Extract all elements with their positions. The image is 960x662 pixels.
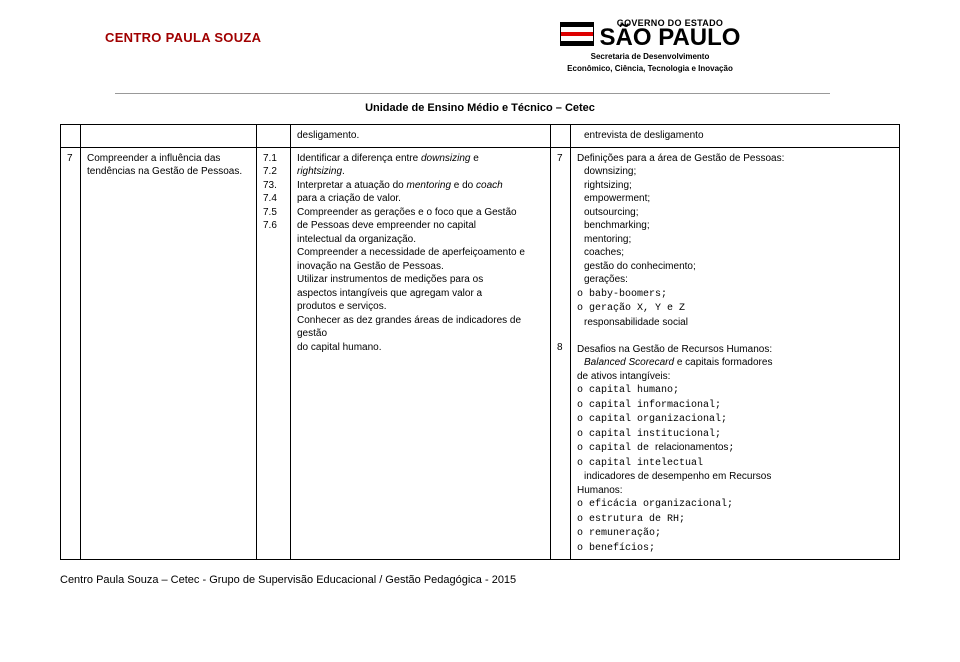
hab-line: aspectos intangíveis que agregam valor a (297, 287, 544, 301)
cell-base: Definições para a área de Gestão de Pess… (571, 147, 900, 560)
cell-num: 7 (61, 147, 81, 560)
base-item: rightsizing; (577, 179, 893, 193)
base-item: de ativos intangíveis: (577, 370, 893, 384)
base-subitem: o capital de relacionamentos; (577, 441, 893, 456)
logo-cps: CENTRO PAULA SOUZA (105, 30, 261, 45)
base-item: gerações: (577, 273, 893, 287)
header: CENTRO PAULA SOUZA GOVERNO DO ESTADO SÃO… (60, 18, 900, 118)
base-subitem: o eficácia organizacional; (577, 497, 893, 512)
hab-line: do capital humano. (297, 341, 544, 355)
base-item: downsizing; (577, 165, 893, 179)
base-subitem: o benefícios; (577, 541, 893, 556)
base-subitem: o remuneração; (577, 526, 893, 541)
subnum-item: 7.4 (263, 192, 284, 206)
base-subitem: o capital intelectual (577, 456, 893, 471)
hab-line: Interpretar a atuação do mentoring e do … (297, 179, 544, 193)
subnum-item: 73. (263, 179, 284, 193)
content-table: desligamento. entrevista de desligamento… (60, 124, 900, 560)
base-title: Desafios na Gestão de Recursos Humanos: (577, 343, 893, 357)
subnum-item: 7.6 (263, 219, 284, 233)
secretaria-line2: Econômico, Ciência, Tecnologia e Inovaçã… (490, 64, 810, 74)
base-title: Definições para a área de Gestão de Pess… (577, 152, 893, 166)
cell-habilidade: desligamento. (291, 125, 551, 148)
footer-text: Centro Paula Souza – Cetec - Grupo de Su… (60, 574, 900, 586)
hab-line: produtos e serviços. (297, 300, 544, 314)
hab-line: inovação na Gestão de Pessoas. (297, 260, 544, 274)
base-subitem: o baby-boomers; (577, 287, 893, 302)
cell-num (61, 125, 81, 148)
base-item: indicadores de desempenho em Recursos (577, 470, 893, 484)
table-row: desligamento. entrevista de desligamento (61, 125, 900, 148)
base-subitem: o capital informacional; (577, 398, 893, 413)
base-item: responsabilidade social (577, 316, 893, 330)
hab-line: Conhecer as dez grandes áreas de indicad… (297, 314, 544, 341)
cell-competencia (81, 125, 257, 148)
base-item: mentoring; (577, 233, 893, 247)
base-subitem: o geração X, Y e Z (577, 301, 893, 316)
cps-text: CENTRO PAULA SOUZA (105, 30, 261, 45)
cell-subnum: 7.1 7.2 73. 7.4 7.5 7.6 (257, 147, 291, 560)
cell-basenum (551, 125, 571, 148)
base-subitem: o capital organizacional; (577, 412, 893, 427)
unit-line: Unidade de Ensino Médio e Técnico – Cete… (60, 102, 900, 114)
hab-line: Compreender a necessidade de aperfeiçoam… (297, 246, 544, 260)
subnum-item: 7.2 (263, 165, 284, 179)
base-item: empowerment; (577, 192, 893, 206)
base-item: Balanced Scorecard e capitais formadores (577, 356, 893, 370)
base-item: benchmarking; (577, 219, 893, 233)
hab-line: de Pessoas deve empreender no capital (297, 219, 544, 233)
hab-line: rightsizing. (297, 165, 544, 179)
basenum: 8 (557, 341, 564, 355)
base-item: coaches; (577, 246, 893, 260)
cell-habilidade: Identificar a diferença entre downsizing… (291, 147, 551, 560)
hab-line: para a criação de valor. (297, 192, 544, 206)
base-subitem: o capital institucional; (577, 427, 893, 442)
entrevista-text: entrevista de desligamento (584, 130, 704, 141)
base-subitem: o estrutura de RH; (577, 512, 893, 527)
base-item: Humanos: (577, 484, 893, 498)
subnum-item: 7.1 (263, 152, 284, 166)
flag-icon (560, 22, 594, 46)
sp-word: SÃO PAULO (600, 26, 741, 50)
cell-competencia: Compreender a influência das tendências … (81, 147, 257, 560)
base-subitem: o capital humano; (577, 383, 893, 398)
cell-base: entrevista de desligamento (571, 125, 900, 148)
base-item: gestão do conhecimento; (577, 260, 893, 274)
hab-line: Compreender as gerações e o foco que a G… (297, 206, 544, 220)
base-item: outsourcing; (577, 206, 893, 220)
cell-basenum: 7 8 (551, 147, 571, 560)
subnum-item: 7.5 (263, 206, 284, 220)
hab-line: Identificar a diferença entre downsizing… (297, 152, 544, 166)
hab-line: intelectual da organização. (297, 233, 544, 247)
logo-sp: GOVERNO DO ESTADO SÃO PAULO Secretaria d… (490, 18, 810, 73)
hab-line: Utilizar instrumentos de medições para o… (297, 273, 544, 287)
basenum: 7 (557, 152, 564, 166)
table-row: 7 Compreender a influência das tendência… (61, 147, 900, 560)
secretaria-line1: Secretaria de Desenvolvimento (490, 52, 810, 62)
header-rule (115, 93, 830, 94)
desligamento-text: desligamento. (297, 130, 359, 141)
cell-subnum (257, 125, 291, 148)
